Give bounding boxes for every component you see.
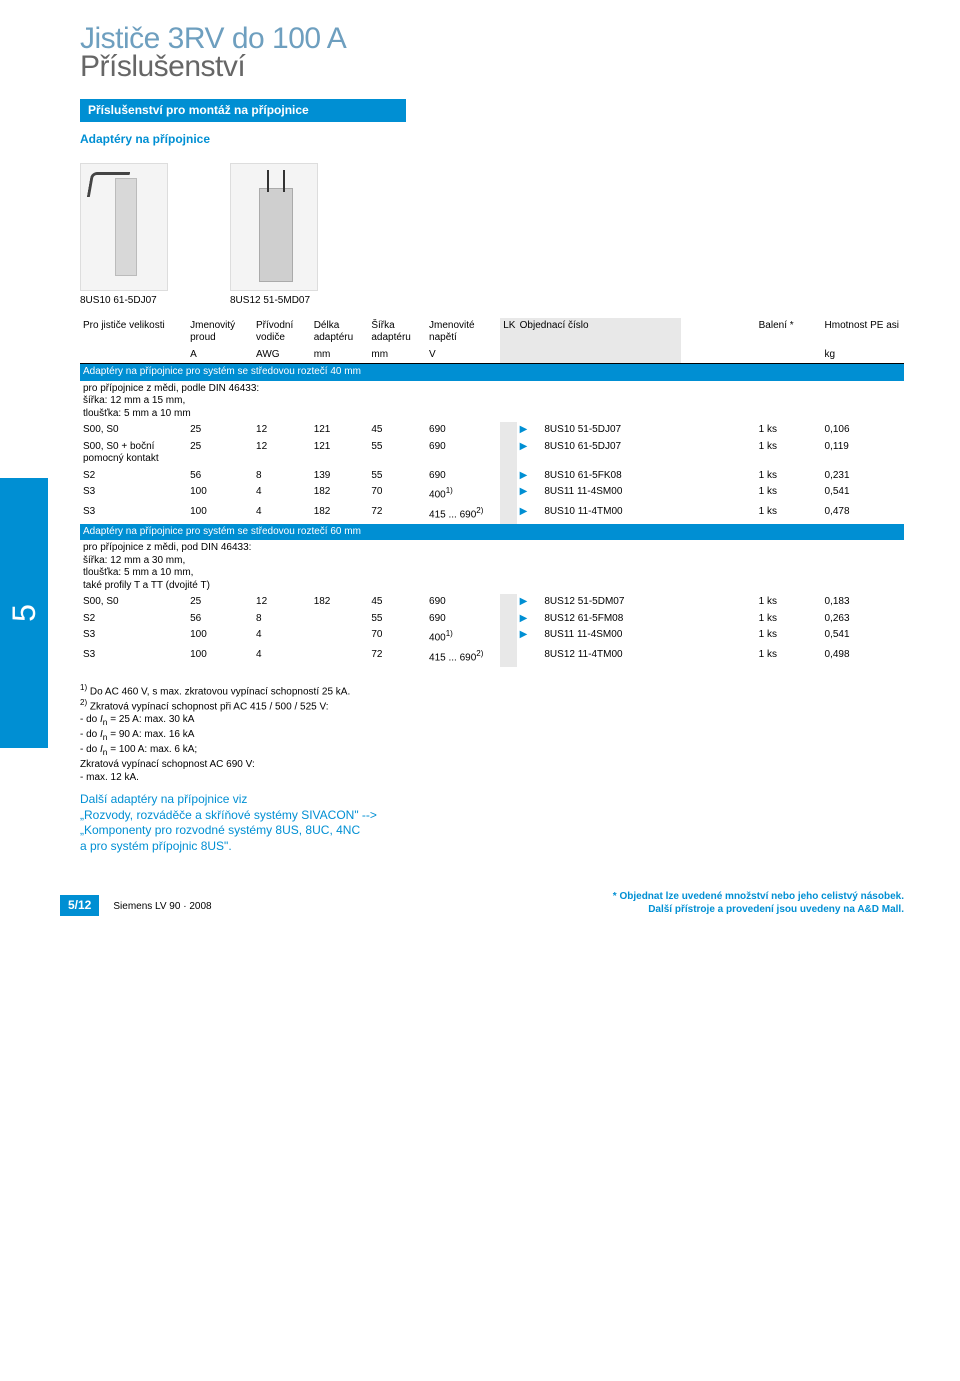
unit-mm1: mm bbox=[311, 347, 369, 364]
title-main: Příslušenství bbox=[80, 48, 904, 86]
unit-awg: AWG bbox=[253, 347, 311, 364]
footer-left: 5/12 Siemens LV 90 · 2008 bbox=[60, 895, 212, 916]
image-right-wrap: 8US12 51-5MD07 bbox=[230, 163, 318, 308]
order-number: 8US12 51-5DM07 bbox=[541, 594, 681, 611]
fn2-l5: Zkratová vypínací schopnost AC 690 V: bbox=[80, 759, 255, 770]
footer-publisher: Siemens LV 90 · 2008 bbox=[113, 901, 211, 914]
table-row: S00, S0251218245690▶8US12 51-5DM071 ks0,… bbox=[80, 594, 904, 611]
col-wire: Přívodní vodiče bbox=[253, 318, 311, 347]
triangle-icon: ▶ bbox=[520, 506, 530, 519]
col-lk: LK bbox=[500, 318, 516, 347]
image-row: 8US10 61-5DJ07 8US12 51-5MD07 bbox=[80, 163, 904, 308]
triangle-icon: ▶ bbox=[520, 629, 530, 642]
triangle-icon: ▶ bbox=[520, 470, 530, 483]
fn2-l3b: = 90 A: max. 16 kA bbox=[107, 729, 194, 740]
fn2-l4a: - do bbox=[80, 744, 100, 755]
col-voltage: Jmenovité napětí bbox=[426, 318, 500, 347]
link-l3: „Komponenty pro rozvodné systémy 8US, 8U… bbox=[80, 823, 360, 837]
subhead: Adaptéry na přípojnice bbox=[80, 132, 904, 147]
image-right-label: 8US12 51-5MD07 bbox=[230, 295, 318, 308]
fn1-marker: 1) bbox=[80, 683, 87, 692]
section-strip: Adaptéry na přípojnice pro systém se stř… bbox=[80, 524, 904, 541]
triangle-icon: ▶ bbox=[520, 596, 530, 609]
fn2-l6: - max. 12 kA. bbox=[80, 772, 139, 783]
section-note: pro přípojnice z mědi, podle DIN 46433:š… bbox=[80, 381, 904, 423]
order-number: 8US10 61-5DJ07 bbox=[541, 439, 681, 468]
order-number: 8US11 11-4SM00 bbox=[541, 484, 681, 504]
col-pack: Balení * bbox=[756, 318, 822, 347]
fn2-l3a: - do bbox=[80, 729, 100, 740]
footer-note-1: * Objednat lze uvedené množství nebo jeh… bbox=[613, 891, 904, 902]
section-strip: Adaptéry na přípojnice pro systém se stř… bbox=[80, 364, 904, 381]
unit-a: A bbox=[187, 347, 253, 364]
col-width: Šířka adaptéru bbox=[368, 318, 426, 347]
table-row: S3100472415 ... 6902)8US12 11-4TM001 ks0… bbox=[80, 647, 904, 667]
footer-note-2: Další přístroje a provedení jsou uvedeny… bbox=[648, 904, 904, 915]
link-l4: a pro systém přípojnic 8US". bbox=[80, 839, 232, 853]
order-number: 8US10 61-5FK08 bbox=[541, 468, 681, 485]
triangle-icon: ▶ bbox=[520, 424, 530, 437]
triangle-icon: ▶ bbox=[520, 486, 530, 499]
fn2-l1: Zkratová vypínací schopnost při AC 415 /… bbox=[90, 701, 329, 712]
fn2-marker: 2) bbox=[80, 698, 87, 707]
product-image-left bbox=[80, 163, 168, 291]
page-number: 5/12 bbox=[60, 895, 99, 916]
col-size: Pro jističe velikosti bbox=[80, 318, 187, 347]
footnote-2: 2) Zkratová vypínací schopnost při AC 41… bbox=[80, 698, 904, 784]
product-image-right bbox=[230, 163, 318, 291]
fn2-l2b: = 25 A: max. 30 kA bbox=[107, 714, 194, 725]
section-bar: Příslušenství pro montáž na přípojnice bbox=[80, 99, 406, 122]
unit-kg: kg bbox=[822, 347, 904, 364]
col-current: Jmenovitý proud bbox=[187, 318, 253, 347]
col-weight: Hmotnost PE asi bbox=[822, 318, 904, 347]
col-order: Objednací číslo bbox=[517, 318, 682, 347]
fn2-l2a: - do bbox=[80, 714, 100, 725]
order-number: 8US10 51-5DJ07 bbox=[541, 422, 681, 439]
fn1-text: Do AC 460 V, s max. zkratovou vypínací s… bbox=[90, 686, 350, 697]
table-row: S31004704001)▶8US11 11-4SM001 ks0,541 bbox=[80, 627, 904, 647]
order-number: 8US12 11-4TM00 bbox=[541, 647, 681, 667]
order-number: 8US10 11-4TM00 bbox=[541, 504, 681, 524]
image-left-label: 8US10 61-5DJ07 bbox=[80, 295, 168, 308]
link-l1: Další adaptéry na přípojnice viz bbox=[80, 792, 247, 806]
units-row: A AWG mm mm V kg bbox=[80, 347, 904, 364]
page-footer: 5/12 Siemens LV 90 · 2008 * Objednat lze… bbox=[0, 890, 960, 916]
footnotes: 1) Do AC 460 V, s max. zkratovou vypínac… bbox=[80, 683, 904, 784]
link-l2: „Rozvody, rozváděče a skříňové systémy S… bbox=[80, 808, 377, 822]
table-row: S256855690▶8US12 61-5FM081 ks0,263 bbox=[80, 611, 904, 628]
table-row: S31004182704001)▶8US11 11-4SM001 ks0,541 bbox=[80, 484, 904, 504]
table-row: S00, S0 + boční pomocný kontakt251212155… bbox=[80, 439, 904, 468]
order-number: 8US11 11-4SM00 bbox=[541, 627, 681, 647]
footnote-1: 1) Do AC 460 V, s max. zkratovou vypínac… bbox=[80, 683, 904, 698]
unit-v: V bbox=[426, 347, 500, 364]
see-also: Další adaptéry na přípojnice viz „Rozvod… bbox=[80, 792, 904, 854]
chapter-tab: 5 bbox=[0, 478, 48, 748]
data-table: Pro jističe velikosti Jmenovitý proud Př… bbox=[80, 318, 904, 667]
triangle-icon: ▶ bbox=[520, 441, 530, 454]
unit-mm2: mm bbox=[368, 347, 426, 364]
table-row: S256813955690▶8US10 61-5FK081 ks0,231 bbox=[80, 468, 904, 485]
order-number: 8US12 61-5FM08 bbox=[541, 611, 681, 628]
table-row: S00, S0251212145690▶8US10 51-5DJ071 ks0,… bbox=[80, 422, 904, 439]
triangle-icon: ▶ bbox=[520, 613, 530, 626]
section-note: pro přípojnice z mědi, pod DIN 46433:šíř… bbox=[80, 540, 904, 594]
image-left-wrap: 8US10 61-5DJ07 bbox=[80, 163, 168, 308]
fn2-l4b: = 100 A: max. 6 kA; bbox=[107, 744, 197, 755]
col-length: Délka adaptéru bbox=[311, 318, 369, 347]
footer-right: * Objednat lze uvedené množství nebo jeh… bbox=[613, 890, 904, 916]
table-row: S3100418272415 ... 6902)▶8US10 11-4TM001… bbox=[80, 504, 904, 524]
chapter-number: 5 bbox=[4, 604, 44, 622]
header-row: Pro jističe velikosti Jmenovitý proud Př… bbox=[80, 318, 904, 347]
